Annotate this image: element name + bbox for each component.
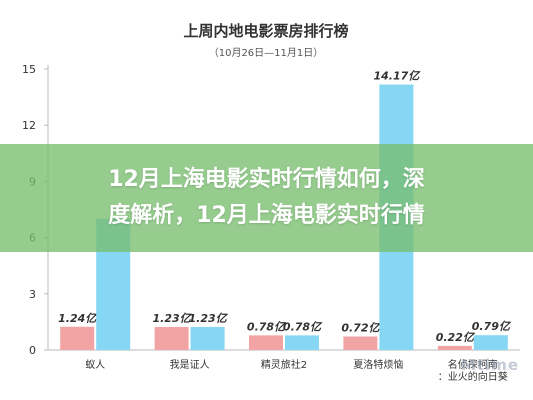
headline-line-2: 度解析，12月上海电影实时行情	[108, 203, 425, 228]
bar-value-label: 0.78亿	[247, 320, 287, 333]
bar	[249, 335, 283, 350]
x-tick-label: 名侦探柯南	[448, 358, 498, 371]
bar	[473, 335, 508, 350]
bar-value-label: 1.23亿	[189, 312, 229, 325]
headline-text: 12月上海电影实时行情如何，深 度解析，12月上海电影实时行情	[108, 162, 425, 234]
x-tick-label: 我是证人	[170, 359, 210, 371]
bar	[60, 326, 95, 350]
watermark-logo: Mtime	[460, 356, 519, 374]
bar-value-label: 0.78亿	[283, 320, 323, 333]
bar-value-label: 0.22亿	[436, 331, 476, 344]
bar	[190, 326, 225, 350]
x-axis: 蚁人 我是证人 精灵旅社2 夏洛特烦恼 名侦探柯南：业火的向日葵	[85, 358, 508, 383]
x-tick-label: ：业火的向日葵	[438, 370, 508, 383]
x-tick-label: 精灵旅社2	[261, 358, 307, 371]
bar-value-label: 14.17亿	[374, 70, 422, 83]
y-tick-label: 15	[22, 63, 36, 76]
headline-line-1: 12月上海电影实时行情如何，深	[108, 167, 425, 192]
y-tick-label: 0	[29, 344, 36, 357]
chart-subtitle: （10月26日—11月1日）	[209, 47, 324, 59]
bar	[285, 335, 319, 350]
y-tick-label: 3	[29, 288, 36, 301]
bar-value-label: 1.23亿	[153, 312, 193, 325]
headline-banner: 12月上海电影实时行情如何，深 度解析，12月上海电影实时行情	[0, 144, 533, 252]
chart-title: 上周内地电影票房排行榜	[183, 22, 348, 40]
bar	[343, 336, 378, 350]
bar	[154, 326, 189, 350]
bar	[437, 345, 472, 350]
x-tick-label: 夏洛特烦恼	[353, 358, 403, 371]
bar-value-label: 0.72亿	[341, 322, 381, 335]
y-tick-label: 12	[22, 119, 36, 132]
bar-value-label: 0.79亿	[472, 320, 512, 333]
x-tick-label: 蚁人	[85, 359, 105, 371]
bar-value-label: 1.24亿	[58, 312, 98, 325]
